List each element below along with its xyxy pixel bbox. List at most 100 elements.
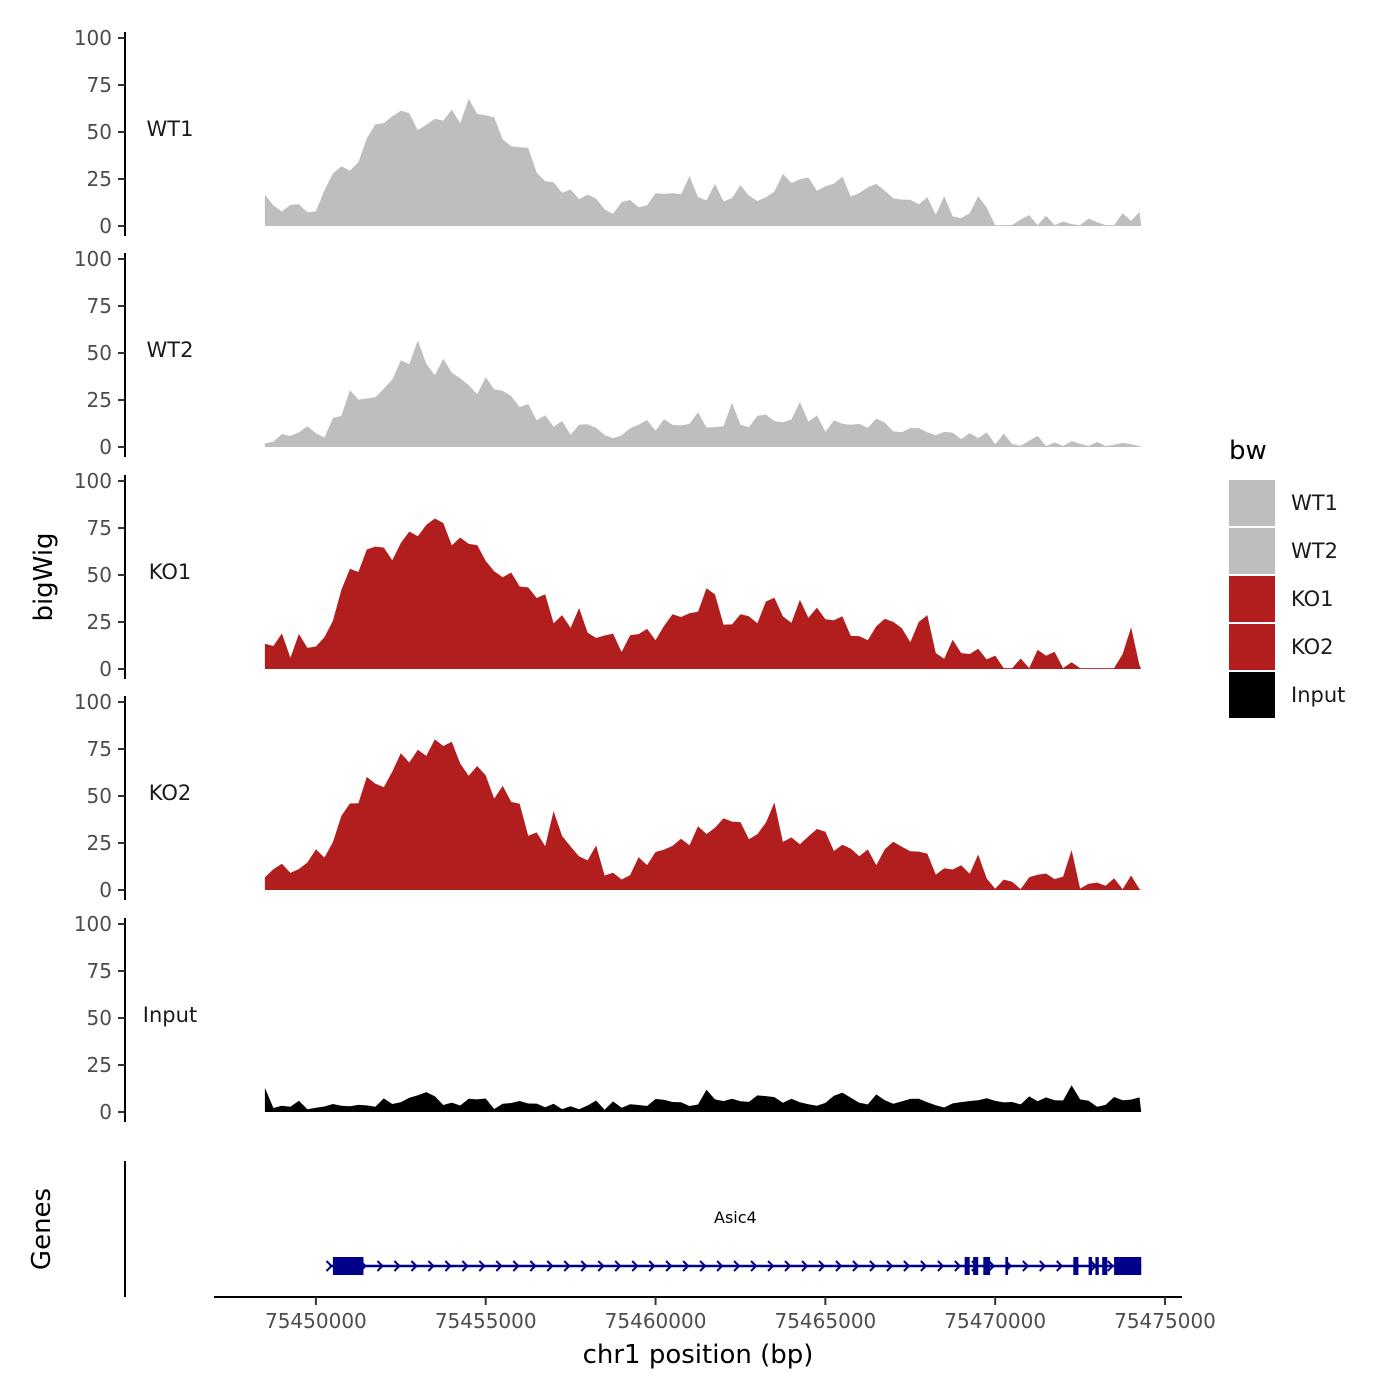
strand-arrow (1056, 1260, 1064, 1272)
legend-label-ko1: KO1 (1291, 587, 1334, 611)
x-axis-title: chr1 position (bp) (583, 1340, 814, 1370)
y-tick-label: 100 (74, 690, 112, 714)
x-tick-label: 75470000 (944, 1309, 1046, 1333)
signal-area-ko2 (264, 739, 1142, 890)
y-tick-label: 25 (87, 1053, 112, 1077)
strand-arrow (733, 1260, 741, 1272)
legend-swatch-ko1 (1229, 576, 1275, 622)
legend-swatch-wt1 (1229, 480, 1275, 526)
y-tick-label: 25 (87, 831, 112, 855)
legend-label-wt1: WT1 (1291, 491, 1338, 515)
gene-exon (1114, 1257, 1142, 1275)
legend-title: bw (1229, 436, 1267, 466)
legend-swatch-ko2 (1229, 624, 1275, 670)
gene-exon (1088, 1257, 1092, 1275)
genes-axis-title: Genes (27, 1188, 57, 1270)
x-tick-label: 75450000 (265, 1309, 367, 1333)
gene-exon (973, 1257, 979, 1275)
gene-exon (332, 1257, 364, 1275)
legend-swatch-wt2 (1229, 528, 1275, 574)
strand-arrow (325, 1260, 333, 1272)
y-tick-label: 0 (99, 1100, 112, 1124)
y-tick-label: 50 (87, 341, 112, 365)
strand-arrow (818, 1260, 826, 1272)
y-tick-label: 25 (87, 610, 112, 634)
legend-label-wt2: WT2 (1291, 539, 1338, 563)
strand-arrow (784, 1260, 792, 1272)
gene-label: Asic4 (714, 1208, 757, 1227)
gene-exon (1095, 1257, 1099, 1275)
strand-arrow (886, 1260, 894, 1272)
strand-arrow (869, 1260, 877, 1272)
y-tick-label: 75 (87, 516, 112, 540)
legend-label-ko2: KO2 (1291, 635, 1334, 659)
x-tick-label: 75455000 (435, 1309, 537, 1333)
strand-arrow (903, 1260, 911, 1272)
y-tick-label: 25 (87, 388, 112, 412)
y-tick-label: 75 (87, 73, 112, 97)
track-label-input: Input (143, 1003, 197, 1027)
x-axis: chr1 position (bp) 75450000 75455000 75460… (214, 1296, 1216, 1370)
strand-arrow (699, 1260, 707, 1272)
legend-swatch-input (1229, 672, 1275, 718)
x-tick-label: 75475000 (1114, 1309, 1216, 1333)
strand-arrow (495, 1260, 503, 1272)
track-label-ko1: KO1 (149, 560, 192, 584)
y-tick-label: 50 (87, 563, 112, 587)
track-ko2: 0 25 50 75 100 KO2 (74, 690, 1142, 902)
strand-arrow (580, 1260, 588, 1272)
strand-arrow (614, 1260, 622, 1272)
track-label-ko2: KO2 (149, 781, 192, 805)
strand-arrow (682, 1260, 690, 1272)
y-tick-label: 0 (99, 435, 112, 459)
strand-arrow (597, 1260, 605, 1272)
gene-exon (1102, 1257, 1108, 1275)
y-tick-label: 75 (87, 737, 112, 761)
track-wt2: 0 25 50 75 100 WT2 (74, 247, 1142, 459)
strand-arrow (801, 1260, 809, 1272)
coverage-tracks: 0255075100WT10255075100WT20255075100KO10… (74, 26, 1142, 1124)
y-tick-label: 50 (87, 1006, 112, 1030)
y-tick-label: 25 (87, 167, 112, 191)
y-tick-label: 75 (87, 294, 112, 318)
strand-arrow (461, 1260, 469, 1272)
y-tick-label: 100 (74, 247, 112, 271)
strand-arrow (920, 1260, 928, 1272)
strand-arrow (937, 1260, 945, 1272)
strand-arrow (1039, 1260, 1047, 1272)
strand-arrow (1106, 1260, 1115, 1272)
strand-arrow (988, 1260, 996, 1272)
gene-track: Genes Asic4 (27, 1161, 1142, 1297)
y-tick-label: 0 (99, 657, 112, 681)
legend-label-input: Input (1291, 683, 1345, 707)
strand-arrow (478, 1260, 486, 1272)
strand-arrow (631, 1260, 639, 1272)
signal-area-wt1 (264, 98, 1142, 226)
legend: bw WT1 WT2 KO1 KO2 Input (1229, 436, 1345, 718)
strand-arrow (852, 1260, 860, 1272)
strand-arrow (444, 1260, 452, 1272)
y-tick-label: 50 (87, 784, 112, 808)
strand-arrow (427, 1260, 435, 1272)
strand-arrow (954, 1260, 962, 1272)
track-label-wt1: WT1 (147, 117, 194, 141)
track-ko1: 0 25 50 75 100 KO1 (74, 469, 1142, 681)
strand-arrow (546, 1260, 554, 1272)
track-label-wt2: WT2 (147, 338, 194, 362)
y-tick-label: 0 (99, 214, 112, 238)
y-tick-label: 50 (87, 120, 112, 144)
strand-arrow (410, 1260, 418, 1272)
strand-arrow (1022, 1260, 1030, 1272)
y-tick-label: 100 (74, 469, 112, 493)
x-tick-label: 75465000 (774, 1309, 876, 1333)
y-axis-title: bigWig (29, 532, 59, 621)
strand-arrow (648, 1260, 656, 1272)
strand-arrow (512, 1260, 520, 1272)
signal-area-ko1 (264, 518, 1142, 669)
strand-arrow (767, 1260, 775, 1272)
gene-exon (983, 1257, 991, 1275)
gene-exon (964, 1257, 970, 1275)
gene-asic4: Asic4 (325, 1208, 1142, 1275)
strand-arrow (665, 1260, 673, 1272)
